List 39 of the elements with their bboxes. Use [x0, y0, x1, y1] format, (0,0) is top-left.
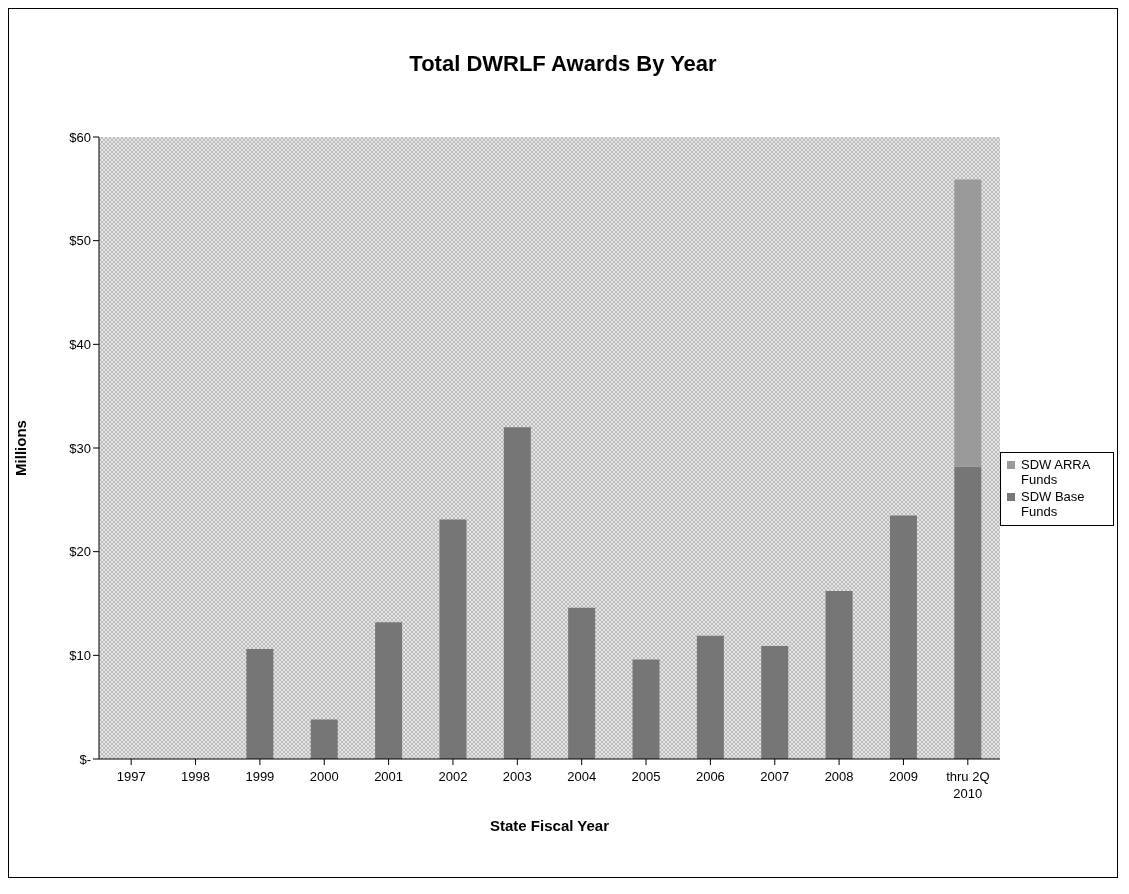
x-tick-label: 2008: [824, 769, 854, 784]
bar: [761, 646, 789, 759]
x-tick-label: 2009: [889, 769, 918, 784]
bar: [310, 719, 338, 759]
legend-label: SDW Base Funds: [1021, 489, 1086, 519]
y-tick-label: $10: [69, 647, 91, 663]
x-tick-label: 2004: [567, 769, 597, 784]
y-tick-label: $50: [69, 233, 91, 249]
x-tick-label: 2007: [760, 769, 790, 784]
bar: [889, 515, 917, 759]
y-axis-title: Millions: [12, 420, 30, 476]
y-tick-label: $40: [69, 336, 91, 352]
x-tick-label: 1999: [245, 769, 275, 784]
bar: [825, 591, 853, 759]
bar: [568, 607, 596, 759]
y-tick-label: $-: [79, 751, 91, 767]
x-tick-label: 2006: [695, 769, 725, 784]
x-tick-label: 1997: [116, 769, 146, 784]
bar: [954, 179, 982, 467]
x-tick-label: 1998: [181, 769, 210, 784]
bar: [439, 519, 467, 759]
bar: [954, 466, 982, 759]
y-tick-label: $60: [69, 129, 91, 145]
x-tick-label: thru 2Q 2010: [946, 769, 990, 801]
y-tick-label: $30: [69, 440, 91, 456]
bar: [696, 635, 724, 759]
x-tick-label: 2002: [438, 769, 468, 784]
x-tick-label: 2001: [374, 769, 404, 784]
legend-label: SDW ARRA Funds: [1021, 457, 1092, 487]
bar: [375, 622, 403, 759]
bar: [503, 427, 531, 759]
y-tick-label: $20: [69, 544, 91, 560]
x-tick-label: 2003: [502, 769, 532, 784]
x-tick-label: 2000: [309, 769, 339, 784]
x-axis-title: State Fiscal Year: [490, 817, 610, 834]
x-tick-label: 2005: [631, 769, 661, 784]
chart-title: Total DWRLF Awards By Year: [408, 51, 718, 77]
bar: [632, 659, 660, 759]
bar: [246, 649, 274, 759]
